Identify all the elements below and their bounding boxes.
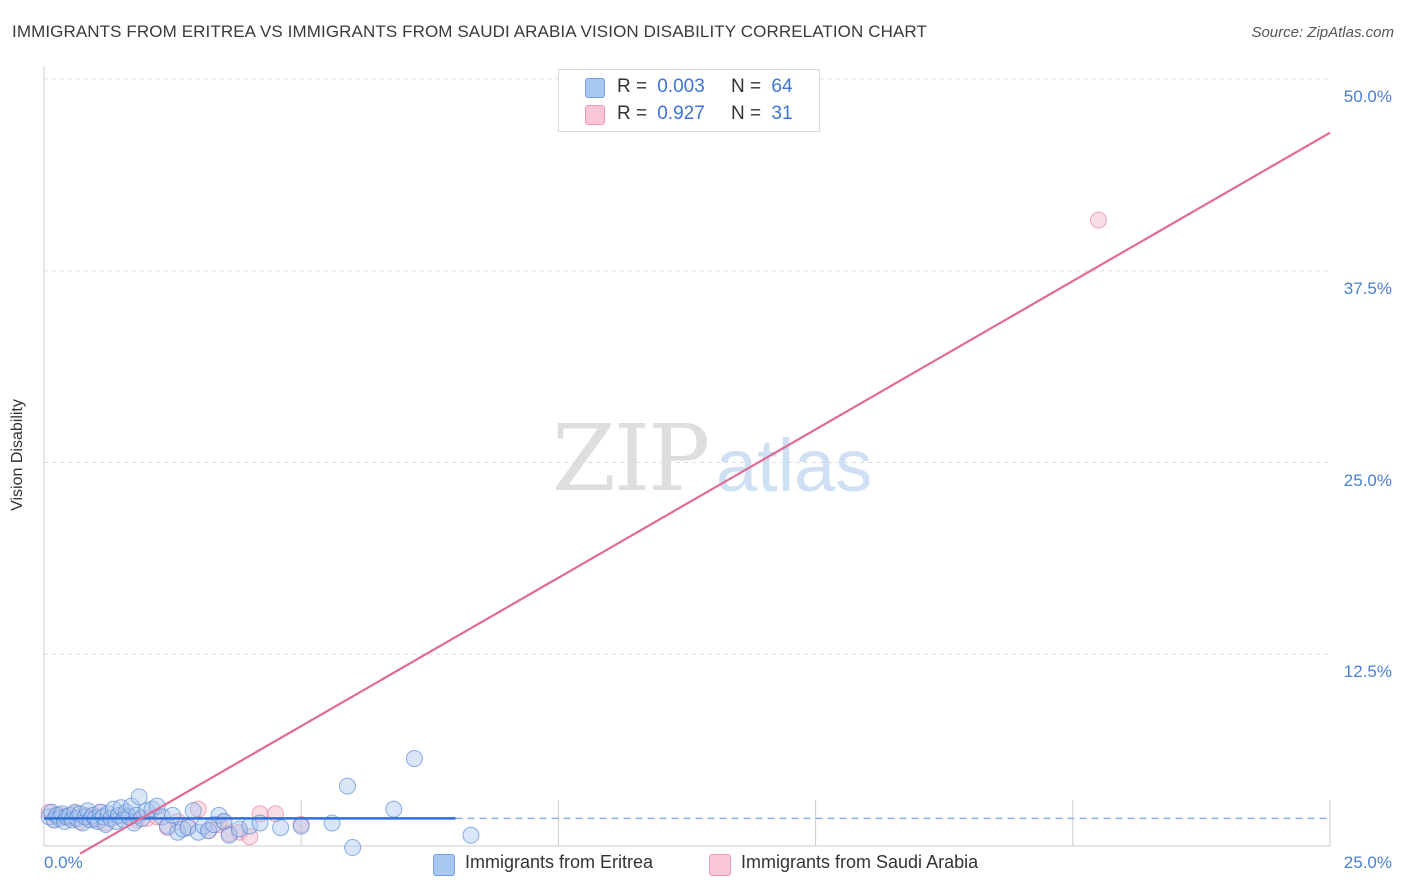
eritrea-point	[169, 823, 187, 841]
saudi-swatch	[585, 105, 605, 125]
eritrea-point	[130, 788, 148, 806]
axes	[43, 66, 1330, 847]
r-value: 0.927	[657, 103, 705, 124]
eritrea-point	[205, 816, 223, 834]
r-label: R =	[617, 103, 648, 124]
eritrea-point	[272, 819, 290, 837]
n-label: N =	[731, 76, 762, 97]
n-value: 64	[771, 76, 793, 97]
eritrea-point	[148, 797, 166, 815]
stats-legend: R = 0.003 N = 64 R = 0.927 N = 31	[558, 69, 820, 132]
chart-title: IMMIGRANTS FROM ERITREA VS IMMIGRANTS FR…	[12, 22, 927, 41]
y-tick-label: 12.5%	[1343, 662, 1392, 682]
r-value: 0.003	[657, 76, 705, 97]
eritrea-point	[220, 826, 238, 844]
eritrea-point	[164, 806, 182, 824]
source-label: Source: ZipAtlas.com	[1251, 24, 1394, 41]
legend-saudi-label: Immigrants from Saudi Arabia	[741, 852, 979, 872]
y-axis-label: Vision Disability	[9, 399, 26, 511]
y-tick-label: 37.5%	[1343, 278, 1392, 298]
watermark-zip: ZIP	[552, 405, 710, 512]
eritrea-point	[385, 800, 403, 818]
eritrea-point	[184, 802, 202, 820]
data-points	[40, 211, 1108, 857]
eritrea-point	[292, 817, 310, 835]
saudi-trend-line	[79, 131, 1331, 855]
n-value: 31	[771, 103, 793, 124]
legend-saudi-swatch	[709, 854, 731, 876]
legend-eritrea-swatch	[433, 854, 455, 876]
y-tick-label: 50.0%	[1343, 87, 1392, 106]
eritrea-point	[344, 839, 362, 857]
watermark-atlas: atlas	[716, 424, 873, 507]
eritrea-point	[462, 826, 480, 844]
r-label: R =	[617, 76, 648, 97]
eritrea-point	[405, 750, 423, 768]
x-tick-label-min: 0.0%	[44, 853, 83, 872]
saudi-point	[1090, 211, 1108, 229]
legend-eritrea-label: Immigrants from Eritrea	[465, 852, 654, 872]
n-label: N =	[731, 103, 762, 124]
eritrea-point	[338, 777, 356, 795]
eritrea-swatch	[585, 78, 605, 98]
y-tick-label: 25.0%	[1343, 470, 1392, 490]
stats-row-saudi: R = 0.927 N = 31	[559, 101, 819, 127]
x-tick-label-max: 25.0%	[1343, 853, 1392, 872]
grid-lines	[43, 78, 1331, 846]
eritrea-point	[230, 820, 248, 838]
stats-row-eritrea: R = 0.003 N = 64	[559, 74, 819, 100]
trend-lines	[44, 131, 1331, 855]
